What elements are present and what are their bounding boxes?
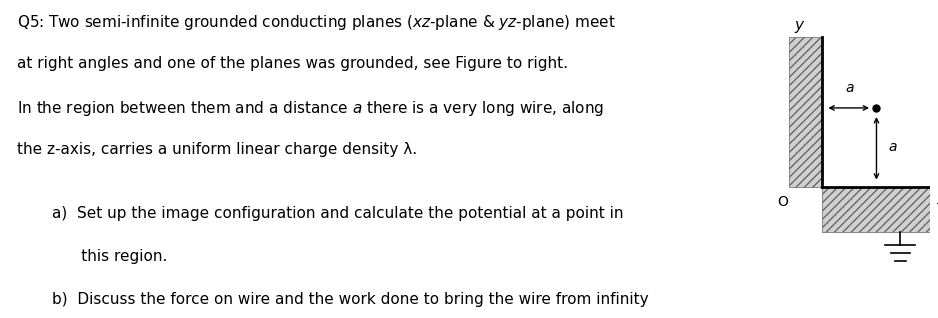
Text: this region.: this region.: [52, 249, 167, 264]
Text: a: a: [888, 140, 897, 154]
Text: x: x: [936, 193, 938, 207]
Text: at right angles and one of the planes was grounded, see Figure to right.: at right angles and one of the planes wa…: [17, 56, 568, 71]
Text: In the region between them and a distance $\mathit{a}$ there is a very long wire: In the region between them and a distanc…: [17, 99, 604, 118]
Text: Q5: Two semi-infinite grounded conducting planes ($\mathit{xz}$-plane & $\mathit: Q5: Two semi-infinite grounded conductin…: [17, 13, 615, 32]
Text: the z-axis, carries a uniform linear charge density λ.: the z-axis, carries a uniform linear cha…: [17, 142, 417, 156]
Bar: [790, 38, 823, 187]
Text: a)  Set up the image configuration and calculate the potential at a point in: a) Set up the image configuration and ca…: [52, 206, 623, 221]
Text: y: y: [794, 18, 803, 33]
Bar: [823, 187, 930, 232]
Text: O: O: [777, 195, 788, 209]
Text: b)  Discuss the force on wire and the work done to bring the wire from infinity: b) Discuss the force on wire and the wor…: [52, 292, 648, 307]
Text: a: a: [845, 81, 854, 95]
